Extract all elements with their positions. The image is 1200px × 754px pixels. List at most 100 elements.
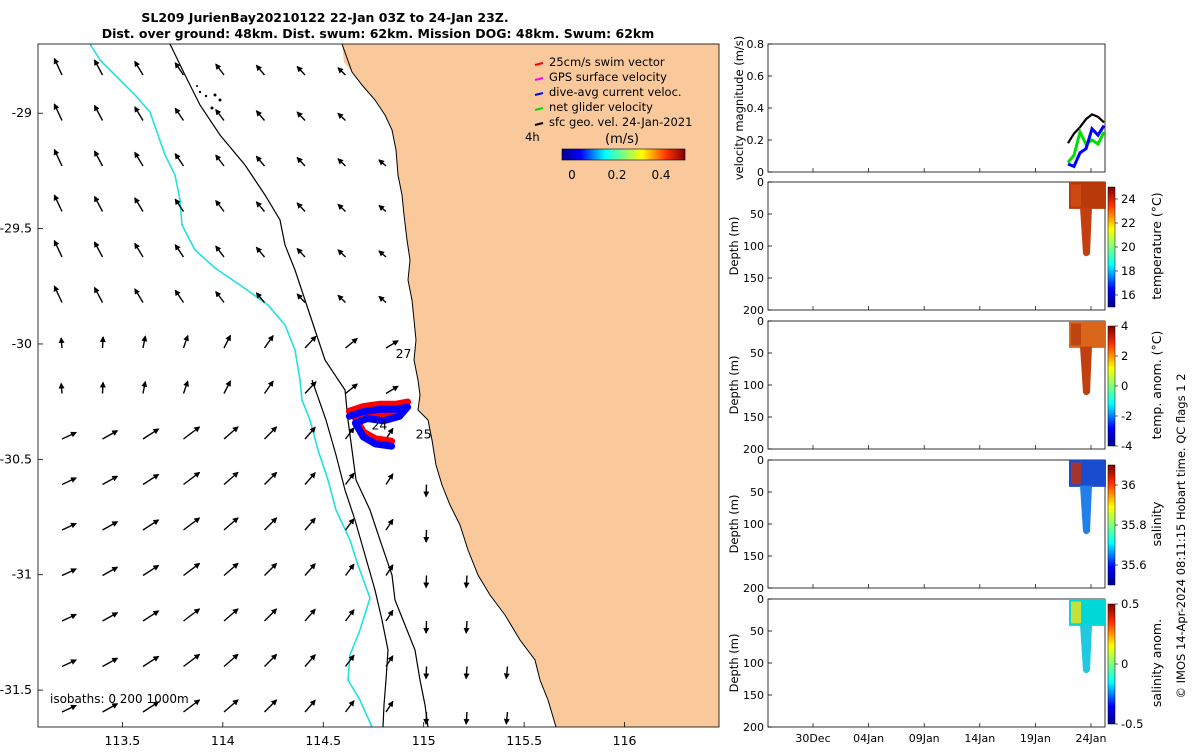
- legend-time-label: 4h: [525, 130, 540, 144]
- time-tick-label: 24Jan: [1076, 732, 1107, 745]
- velocity-arrow: [103, 383, 104, 394]
- velocity-arrow: [466, 576, 467, 588]
- colorbar-tick-label: 18: [1121, 264, 1136, 278]
- map-x-tick-label: 114: [211, 733, 235, 748]
- depth-tick-label: 0: [757, 315, 764, 328]
- colorbar-tick-label: 20: [1121, 240, 1136, 254]
- title-line-2: Dist. over ground: 48km. Dist. swum: 62k…: [102, 26, 655, 41]
- panel-frame: [768, 599, 1105, 727]
- legend-item-dive-avg: dive-avg current veloc.: [535, 85, 682, 99]
- velocity-arrow: [61, 384, 62, 394]
- depth-tick-label: 0: [757, 176, 764, 189]
- velocity-colorbar: [562, 149, 685, 160]
- section-upper-detail: [1071, 463, 1081, 485]
- legend-item-sfc-geo: sfc geo. vel. 24-Jan-2021: [535, 115, 693, 129]
- velocity-arrow: [466, 621, 467, 633]
- depth-tick-label: 50: [750, 625, 764, 638]
- colorbar-tick-0: 0: [568, 168, 576, 182]
- panel-colorbar: [1108, 465, 1115, 585]
- depth-tick-label: 50: [750, 347, 764, 360]
- time-tick-label: 19Jan: [1020, 732, 1051, 745]
- depth-tick-label: 100: [743, 518, 764, 531]
- depth-tick-label: 150: [743, 272, 764, 285]
- velocity-y-tick-label: 0.4: [747, 102, 765, 115]
- colorbar-tick-label: 36: [1121, 478, 1136, 492]
- depth-tick-label: 100: [743, 240, 764, 253]
- svg-text:dive-avg current veloc.: dive-avg current veloc.: [549, 85, 682, 99]
- velocity-arrow: [61, 338, 62, 348]
- depth-tick-label: 100: [743, 379, 764, 392]
- depth-ylabel: Depth (m): [727, 217, 741, 276]
- svg-text:25cm/s swim vector: 25cm/s swim vector: [549, 55, 665, 69]
- svg-text:GPS surface velocity: GPS surface velocity: [549, 70, 667, 84]
- section-upper-detail: [1071, 185, 1081, 207]
- depth-tick-label: 100: [743, 657, 764, 670]
- panel-frame: [768, 182, 1105, 310]
- velocity-y-tick-label: 0.6: [747, 70, 765, 83]
- map-y-axis: -29-29.5-30-30.5-31-31.5: [0, 105, 43, 697]
- colorbar-tick-label: 35.6: [1121, 558, 1147, 572]
- depth-tick-label: 0: [757, 454, 764, 467]
- credit-text: © IMOS 14-Apr-2024 08:11:15 Hobart time.…: [1174, 373, 1188, 698]
- day-label: 25: [416, 427, 432, 442]
- depth-tick-label: 0: [757, 593, 764, 606]
- map-y-tick-label: -31.5: [0, 682, 32, 697]
- colorbar-tick-label: 0: [1121, 379, 1128, 393]
- colorbar-tick-label: -0.5: [1121, 717, 1143, 731]
- time-tick-label: 09Jan: [909, 732, 940, 745]
- colorbar-unit: (m/s): [605, 132, 639, 147]
- panel-frame: [768, 321, 1105, 449]
- colorbar-tick-label: 24: [1121, 192, 1136, 206]
- depth-ylabel: Depth (m): [727, 495, 741, 554]
- velocity-arrow: [466, 712, 467, 724]
- depth-ylabel: Depth (m): [727, 634, 741, 693]
- map-y-tick-label: -29: [12, 105, 32, 120]
- panel-frame: [768, 460, 1105, 588]
- velocity-panel: 00.20.40.60.8 velocity magnitude (m/s): [732, 36, 1105, 181]
- map-y-tick-label: -30: [12, 336, 32, 351]
- map-x-tick-label: 115.5: [506, 733, 542, 748]
- panel-colorbar: [1108, 326, 1115, 446]
- title-line-1: SL209 JurienBay20210122 22-Jan 03Z to 24…: [141, 10, 508, 25]
- colorbar-tick-2: 0.4: [651, 168, 670, 182]
- colorbar-tick-label: 35.8: [1121, 518, 1147, 532]
- colorbar-tick-label: 22: [1121, 216, 1136, 230]
- legend-item-swim-vector: 25cm/s swim vector: [535, 55, 665, 69]
- day-label: 27: [396, 346, 412, 361]
- depth-tick-label: 150: [743, 550, 764, 563]
- map-y-tick-label: -31: [12, 567, 32, 582]
- legend-item-net-glider: net glider velocity: [535, 100, 653, 114]
- isobath-label: isobaths: 0 200 1000m: [50, 692, 189, 706]
- map-x-tick-label: 115: [412, 733, 436, 748]
- velocity-ylabel: velocity magnitude (m/s): [732, 36, 746, 181]
- colorbar-label: temperature (°C): [1149, 192, 1164, 299]
- depth-tick-label: 150: [743, 411, 764, 424]
- map-x-tick-label: 114.5: [305, 733, 341, 748]
- colorbar-tick-label: -4: [1121, 439, 1132, 453]
- section-upper-detail: [1071, 602, 1081, 624]
- colorbar-tick-label: 2: [1121, 349, 1128, 363]
- colorbar-tick-label: -2: [1121, 409, 1132, 423]
- colorbar-label: salinity: [1149, 501, 1164, 546]
- colorbar-tick-1: 0.2: [607, 168, 626, 182]
- panel-colorbar: [1108, 187, 1115, 307]
- time-tick-label: 14Jan: [964, 732, 995, 745]
- depth-tick-label: 50: [750, 486, 764, 499]
- colorbar-tick-label: 0: [1121, 657, 1128, 671]
- depth-tick-label: 50: [750, 208, 764, 221]
- depth-tick-label: 200: [743, 721, 764, 734]
- svg-text:net glider velocity: net glider velocity: [549, 100, 653, 114]
- section-upper-detail: [1071, 324, 1081, 346]
- velocity-y-tick-label: 0.8: [747, 38, 765, 51]
- depth-ylabel: Depth (m): [727, 356, 741, 415]
- velocity-arrow: [103, 337, 104, 348]
- colorbar-tick-label: 4: [1121, 319, 1128, 333]
- colorbar-tick-label: 0.5: [1121, 597, 1139, 611]
- svg-text:sfc geo. vel. 24-Jan-2021: sfc geo. vel. 24-Jan-2021: [549, 115, 693, 129]
- colorbar-label: salinity anom.: [1149, 619, 1164, 707]
